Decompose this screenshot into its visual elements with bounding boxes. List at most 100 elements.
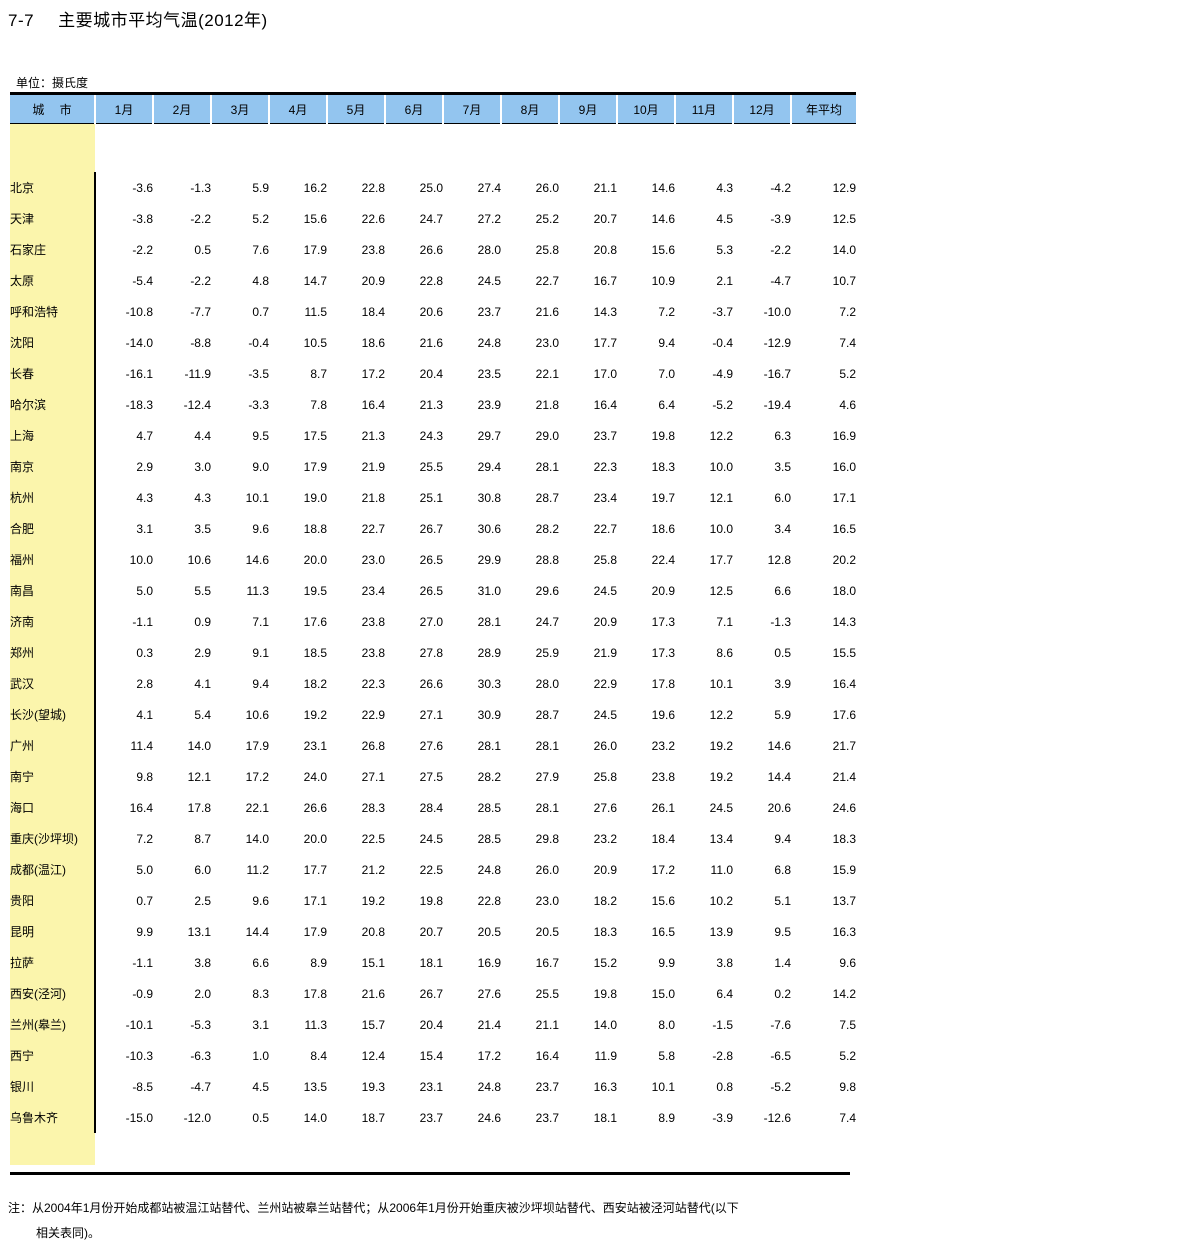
temperature-cell: 22.4	[651, 552, 675, 567]
city-name-cell: 合肥	[10, 513, 96, 544]
temperature-cell: 19.8	[419, 893, 443, 908]
temperature-cell: 20.5	[477, 924, 501, 939]
temperature-cell: 17.9	[245, 738, 269, 753]
temperature-cell: 20.2	[832, 552, 856, 567]
table-row: 呼和浩特 -10.8 -7.7 0.7 11.5 18.4 20.6 23.7 21.6 14.3…	[10, 296, 856, 327]
temperature-cell: 22.8	[361, 180, 385, 195]
footnote-line-1: 注：从2004年1月份开始成都站被温江站替代、兰州站被皋兰站替代；从2006年1…	[8, 1201, 739, 1215]
temperature-cell: 7.4	[839, 335, 856, 350]
temperature-cell: -12.0	[183, 1110, 211, 1125]
temperature-cell: 9.5	[252, 428, 269, 443]
temperature-cell: 15.5	[832, 645, 856, 660]
temperature-cell: 16.2	[303, 180, 327, 195]
temperature-cell: 7.2	[658, 304, 675, 319]
temperature-cell: 4.1	[136, 707, 153, 722]
temperature-cell: 18.3	[593, 924, 617, 939]
column-header-mar: 3月	[211, 92, 270, 124]
temperature-cell: 6.4	[658, 397, 675, 412]
temperature-cell: 14.4	[245, 924, 269, 939]
temperature-cell: 9.8	[136, 769, 153, 784]
temperature-cell: -1.3	[770, 614, 791, 629]
temperature-cell: 10.0	[709, 521, 733, 536]
temperature-cell: 16.9	[477, 955, 501, 970]
temperature-cell: 16.5	[832, 521, 856, 536]
temperature-cell: 24.6	[832, 800, 856, 815]
city-name-cell: 呼和浩特	[10, 296, 96, 327]
city-name-cell: 上海	[10, 420, 96, 451]
temperature-cell: 6.0	[194, 862, 211, 877]
temperature-cell: -2.2	[190, 273, 211, 288]
temperature-cell: 25.5	[535, 986, 559, 1001]
temperature-cell: 19.2	[361, 893, 385, 908]
temperature-cell: 4.1	[194, 676, 211, 691]
table-row: 拉萨 -1.1 3.8 6.6 8.9 15.1 18.1 16.9 16.7 15.2 9.9 3.…	[10, 947, 856, 978]
temperature-cell: 24.5	[593, 583, 617, 598]
temperature-cell: 4.5	[716, 211, 733, 226]
temperature-cell: 13.5	[303, 1079, 327, 1094]
column-header-sep: 9月	[559, 92, 618, 124]
column-header-annual-average: 年平均	[791, 92, 856, 124]
temperature-cell: 16.4	[535, 1048, 559, 1063]
temperature-cell: 20.9	[593, 614, 617, 629]
header-row: 城 市 1月 2月 3月 4月 5月 6月 7月 8月 9月 10月 11月 1…	[10, 92, 856, 124]
temperature-cell: -0.4	[248, 335, 269, 350]
temperature-cell: -3.9	[770, 211, 791, 226]
temperature-cell: 24.3	[419, 428, 443, 443]
footnote: 注：从2004年1月份开始成都站被温江站替代、兰州站被皋兰站替代；从2006年1…	[8, 1196, 908, 1246]
temperature-cell: 10.6	[245, 707, 269, 722]
temperature-cell: 9.1	[252, 645, 269, 660]
temperature-cell: 0.8	[716, 1079, 733, 1094]
temperature-cell: 20.4	[419, 366, 443, 381]
temperature-cell: 28.1	[535, 738, 559, 753]
temperature-cell: 17.7	[303, 862, 327, 877]
temperature-table-wrapper: 城 市 1月 2月 3月 4月 5月 6月 7月 8月 9月 10月 11月 1…	[10, 92, 856, 1165]
temperature-cell: 9.6	[252, 893, 269, 908]
temperature-cell: 12.4	[361, 1048, 385, 1063]
table-row: 杭州 4.3 4.3 10.1 19.0 21.8 25.1 30.8 28.7 23.4 19.7…	[10, 482, 856, 513]
temperature-cell: 29.4	[477, 459, 501, 474]
table-header: 城 市 1月 2月 3月 4月 5月 6月 7月 8月 9月 10月 11月 1…	[10, 92, 856, 124]
temperature-cell: 15.6	[651, 893, 675, 908]
temperature-cell: 21.9	[593, 645, 617, 660]
temperature-cell: 24.5	[419, 831, 443, 846]
temperature-cell: 28.9	[477, 645, 501, 660]
table-row: 乌鲁木齐 -15.0 -12.0 0.5 14.0 18.7 23.7 24.6 23.7 18.…	[10, 1102, 856, 1133]
temperature-cell: 28.2	[535, 521, 559, 536]
temperature-cell: 16.7	[593, 273, 617, 288]
page-title: 7-7 主要城市平均气温(2012年)	[8, 6, 268, 31]
temperature-cell: 30.6	[477, 521, 501, 536]
temperature-cell: 26.5	[419, 552, 443, 567]
temperature-cell: 27.2	[477, 211, 501, 226]
temperature-cell: 28.1	[477, 738, 501, 753]
temperature-cell: 3.0	[194, 459, 211, 474]
temperature-cell: 22.8	[419, 273, 443, 288]
temperature-cell: 22.3	[361, 676, 385, 691]
temperature-cell: 22.7	[593, 521, 617, 536]
temperature-cell: 3.8	[194, 955, 211, 970]
temperature-cell: 2.8	[136, 676, 153, 691]
table-row: 西安(泾河) -0.9 2.0 8.3 17.8 21.6 26.7 27.6 25.5 19.8…	[10, 978, 856, 1009]
city-name-cell: 沈阳	[10, 327, 96, 358]
temperature-cell: 7.1	[716, 614, 733, 629]
temperature-cell: -10.1	[125, 1017, 153, 1032]
temperature-cell: 12.2	[709, 428, 733, 443]
temperature-cell: 17.6	[303, 614, 327, 629]
temperature-cell: 9.4	[252, 676, 269, 691]
temperature-cell: 3.5	[774, 459, 791, 474]
temperature-cell: 24.8	[477, 862, 501, 877]
temperature-cell: 25.8	[593, 552, 617, 567]
temperature-cell: -3.8	[132, 211, 153, 226]
temperature-cell: 0.9	[194, 614, 211, 629]
temperature-cell: 21.9	[361, 459, 385, 474]
temperature-cell: 28.0	[477, 242, 501, 257]
temperature-cell: -3.3	[248, 397, 269, 412]
temperature-cell: 19.7	[651, 490, 675, 505]
temperature-cell: -3.5	[248, 366, 269, 381]
temperature-cell: 9.6	[839, 955, 856, 970]
temperature-cell: 28.1	[535, 800, 559, 815]
temperature-cell: 28.3	[361, 800, 385, 815]
temperature-cell: 28.4	[419, 800, 443, 815]
table-row: 长沙(望城) 4.1 5.4 10.6 19.2 22.9 27.1 30.9 28.7 24.5…	[10, 699, 856, 730]
city-name-cell: 成都(温江)	[10, 854, 96, 885]
